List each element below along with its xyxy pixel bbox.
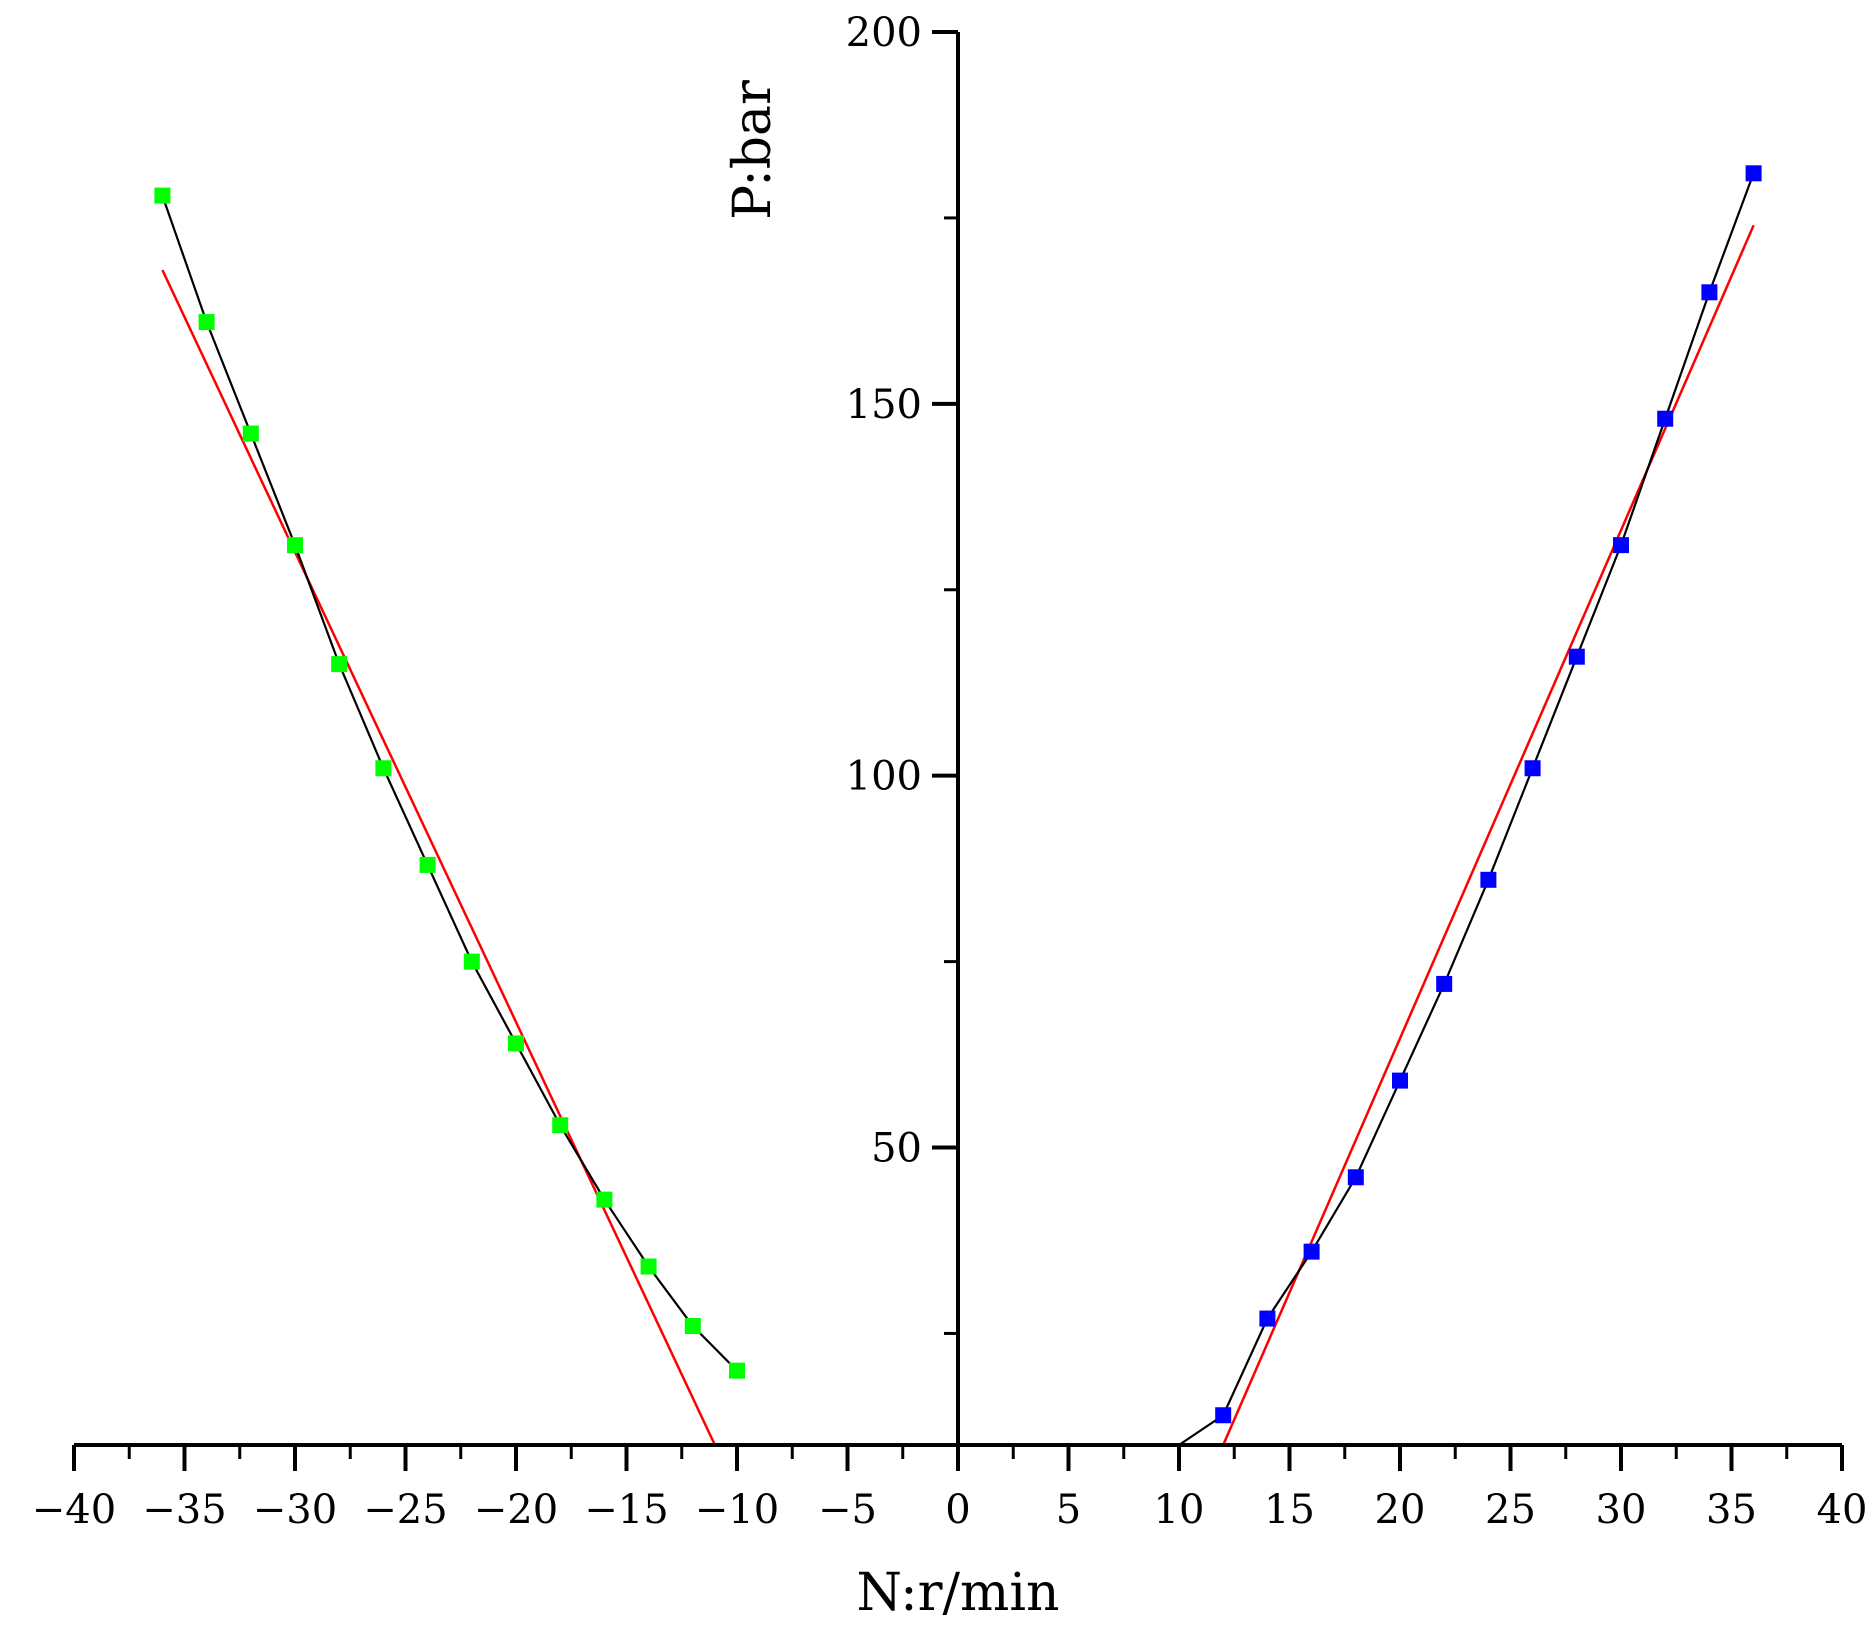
series-1-point [287, 537, 303, 554]
x-tick-label: 25 [1485, 1487, 1536, 1533]
x-tick-label: 5 [1056, 1487, 1081, 1533]
y-tick-label: 100 [846, 754, 922, 800]
x-tick-label: −35 [142, 1487, 226, 1533]
y-tick-label: 200 [846, 10, 922, 56]
series-2-point [1347, 1169, 1364, 1186]
x-tick-label: −20 [474, 1487, 558, 1533]
series-2-point [1745, 165, 1762, 182]
x-tick-label: 30 [1596, 1487, 1647, 1533]
series-2-line [1178, 172, 1755, 1446]
series-1-point [331, 656, 348, 673]
x-tick-label: 20 [1375, 1487, 1426, 1533]
series-2-point [1701, 284, 1718, 301]
x-axis-title: N:r/min [857, 1563, 1060, 1623]
x-tick-label: −10 [695, 1487, 779, 1533]
x-tick-label: −15 [584, 1487, 668, 1533]
series-1-point [242, 425, 259, 442]
series-1-point [596, 1191, 613, 1208]
series-1-point [684, 1318, 701, 1335]
x-tick-label: 40 [1817, 1487, 1868, 1533]
series-1-point [552, 1117, 569, 1134]
fit-line-1 [161, 269, 717, 1446]
x-tick-label: −5 [818, 1487, 877, 1533]
plot-points [154, 165, 1762, 1424]
axes [72, 30, 1844, 1471]
series-2-point [1436, 975, 1453, 992]
series-1-point [154, 187, 171, 204]
series-2-point [1657, 410, 1674, 427]
series-2-point [1524, 760, 1541, 777]
plot-lines [161, 172, 1755, 1446]
x-tick-label: −40 [32, 1487, 116, 1533]
series-2-point [1259, 1310, 1276, 1327]
y-tick-label: 50 [871, 1126, 922, 1172]
y-axis-title: P:bar [723, 80, 783, 220]
series-2-point [1215, 1407, 1232, 1424]
x-tick-label: 35 [1706, 1487, 1757, 1533]
series-2-point [1480, 871, 1497, 888]
x-tick-label: 15 [1264, 1487, 1315, 1533]
fit-line-2 [1222, 224, 1755, 1446]
x-tick-label: 0 [945, 1487, 970, 1533]
x-tick-label: −30 [253, 1487, 337, 1533]
x-tick-label: −25 [363, 1487, 447, 1533]
series-1-point [375, 760, 392, 777]
tick-labels: −40 −35 −30 −25 −20 −15 −10 −5 0 5 10 15 20 25 30 35 40 5… [32, 10, 1868, 1533]
series-1-line [161, 195, 738, 1372]
series-1-point [508, 1035, 524, 1052]
series-2-point [1613, 537, 1629, 554]
x-tick-label: 10 [1154, 1487, 1205, 1533]
series-1-point [463, 953, 480, 970]
series-2-point [1568, 648, 1585, 665]
series-1-point [729, 1362, 745, 1379]
series-1-point [640, 1258, 657, 1275]
series-2-point [1303, 1243, 1320, 1260]
series-1-point [198, 314, 215, 331]
series-2-point [1392, 1072, 1408, 1089]
series-1-point [419, 856, 436, 873]
y-tick-label: 150 [846, 382, 922, 428]
